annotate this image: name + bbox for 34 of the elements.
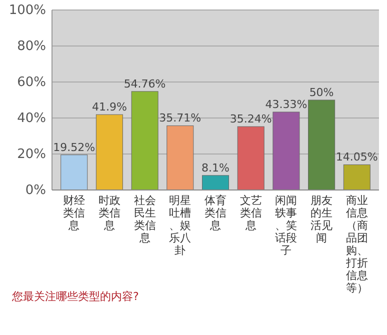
bar <box>96 114 123 190</box>
data-label: 14.05% <box>336 150 378 164</box>
y-tick-label: 0% <box>25 183 46 198</box>
x-tick-label: 朋友的生活见闻 <box>310 194 333 244</box>
bar <box>343 164 370 190</box>
data-label: 54.76% <box>124 77 166 90</box>
y-tick-label: 60% <box>17 75 46 90</box>
bar <box>308 100 336 190</box>
data-label: 8.1% <box>202 161 230 174</box>
bar <box>237 126 264 190</box>
bar <box>60 154 88 190</box>
data-label: 19.52% <box>53 140 96 154</box>
x-tick-label: 明星吐槽、娱乐八卦 <box>169 194 192 257</box>
y-tick-label: 40% <box>17 111 46 126</box>
data-label: 50% <box>309 86 334 99</box>
data-label: 35.71% <box>159 112 202 125</box>
y-tick-label: 100% <box>8 3 46 18</box>
text: 您最关注哪些类型的内容? <box>11 290 139 303</box>
x-tick-label: 体育类信息 <box>204 194 226 232</box>
y-tick-label: 80% <box>17 39 46 54</box>
data-label: 35.24% <box>230 112 272 126</box>
x-tick-label: 财经类信息 <box>63 194 86 232</box>
bar <box>166 125 194 190</box>
x-tick-label: 文艺类信息 <box>240 194 262 232</box>
bar <box>272 112 300 190</box>
x-tick-label: 闲闻轶事、笑话段子 <box>275 194 298 257</box>
data-label: 43.33% <box>265 98 308 112</box>
x-tick-label: 社会民生类信息 <box>134 194 156 244</box>
y-tick-label: 20% <box>17 147 46 162</box>
bar <box>131 91 158 190</box>
bar <box>202 175 230 190</box>
x-tick-label: 商业信息（商品团购、打折信息等） <box>344 194 368 294</box>
data-label: 41.9% <box>92 100 127 114</box>
x-tick-label: 时政类信息 <box>98 194 120 232</box>
